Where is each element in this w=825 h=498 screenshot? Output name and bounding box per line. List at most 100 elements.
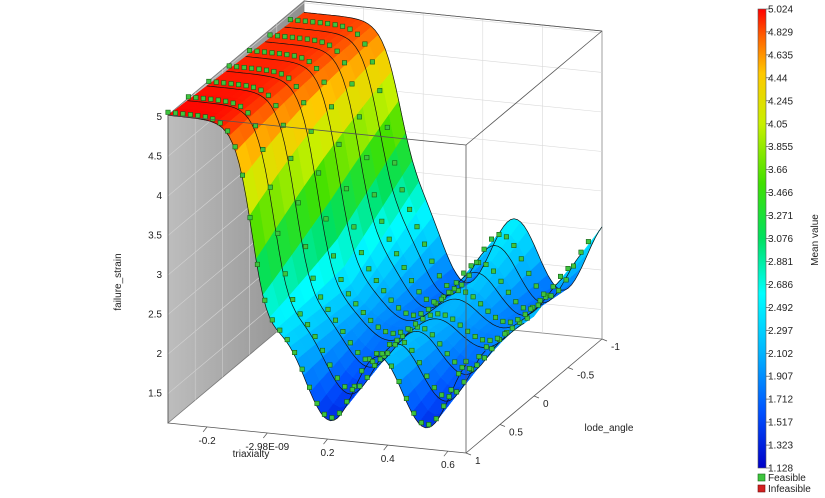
feasible-marker: [329, 415, 335, 421]
feasible-marker: [474, 259, 480, 265]
colorbar-tick-label: 4.44: [768, 73, 788, 84]
feasible-marker: [453, 280, 459, 286]
feasible-marker: [375, 324, 381, 330]
y-axis-label: lode_angle: [585, 423, 634, 434]
feasible-marker: [226, 63, 232, 69]
feasible-marker: [316, 170, 322, 176]
feasible-marker: [431, 299, 437, 305]
feasible-marker: [379, 218, 385, 224]
feasible-marker: [390, 330, 396, 336]
feasible-marker: [343, 186, 349, 192]
z-tick-label: 4.5: [148, 151, 162, 162]
feasible-marker: [295, 17, 301, 23]
feasible-marker: [228, 81, 234, 87]
feasible-marker: [439, 392, 445, 398]
feasible-marker: [454, 389, 460, 395]
feasible-marker: [240, 172, 246, 178]
feasible-marker: [452, 359, 458, 365]
feasible-marker: [349, 81, 355, 87]
feasible-marker: [317, 20, 323, 26]
feasible-marker: [436, 273, 442, 279]
feasible-marker: [195, 113, 201, 119]
gridline-z-back: [303, 2, 603, 34]
feasible-marker: [441, 403, 447, 409]
y-tick-label: -1: [611, 342, 620, 353]
colorbar-tick-label: 1.907: [768, 372, 793, 383]
feasible-marker: [459, 364, 465, 370]
legend-feasible-label: Feasible: [768, 473, 806, 484]
feasible-marker: [373, 277, 379, 283]
feasible-marker: [533, 283, 539, 289]
feasible-marker: [251, 84, 257, 90]
feasible-marker: [327, 42, 333, 48]
x-tick-mark: [202, 426, 208, 433]
feasible-marker: [293, 84, 299, 90]
feasible-marker: [496, 232, 502, 238]
feasible-marker: [366, 266, 372, 272]
feasible-marker: [364, 374, 370, 380]
feasible-marker: [292, 349, 298, 355]
feasible-marker: [206, 78, 212, 84]
mesh-line: [226, 70, 525, 348]
feasible-marker: [208, 96, 214, 102]
feasible-marker: [340, 328, 346, 334]
box-edge: [303, 0, 603, 32]
legend-infeasible-swatch: [757, 484, 766, 493]
z-tick-label: 1.5: [148, 389, 162, 400]
feasible-marker: [301, 100, 307, 106]
y-axis-ticks: 1 0.5 0 -0.5 -1: [465, 338, 620, 467]
feasible-marker: [416, 289, 422, 295]
z-axis-ticks: 1.5 2 2.5 3 3.5 4 4.5 5: [148, 112, 162, 400]
colorbar-tick-label: 2.881: [768, 257, 793, 268]
feasible-marker: [398, 329, 404, 335]
feasible-marker: [265, 92, 271, 98]
feasible-marker: [541, 291, 547, 297]
x-tick-label: -2.98E-09: [245, 442, 289, 453]
feasible-marker: [276, 51, 282, 57]
feasible-marker: [467, 365, 473, 371]
feasible-marker: [442, 312, 448, 318]
feasible-marker: [479, 337, 485, 343]
feasible-marker: [451, 286, 457, 292]
feasible-marker: [271, 69, 277, 75]
feasible-marker: [221, 80, 227, 86]
x-tick-mark: [443, 450, 449, 457]
feasible-marker: [489, 346, 495, 352]
feasible-marker: [187, 112, 193, 118]
feasible-marker: [354, 31, 360, 37]
feasible-marker: [267, 32, 273, 38]
feasible-marker: [260, 147, 266, 153]
y-tick-label: 0.5: [509, 428, 523, 439]
feasible-marker: [498, 278, 504, 284]
feasible-marker: [423, 296, 429, 302]
feasible-marker: [282, 271, 288, 277]
feasible-marker: [418, 420, 424, 426]
feasible-marker: [241, 65, 247, 71]
z-tick-label: 3.5: [148, 231, 162, 242]
y-tick-mark: [465, 452, 472, 456]
feasible-marker: [416, 360, 422, 366]
feasible-marker: [340, 23, 346, 29]
x-tick-label: 0.6: [441, 460, 455, 471]
feasible-marker: [399, 187, 405, 193]
feasible-marker: [360, 309, 366, 315]
feasible-marker: [407, 206, 413, 212]
feasible-marker: [347, 26, 353, 32]
feasible-marker: [336, 141, 342, 147]
feasible-marker: [327, 362, 333, 368]
feasible-marker: [585, 239, 591, 245]
feasible-marker: [492, 314, 498, 320]
feasible-marker: [384, 124, 390, 130]
mesh-line: [265, 41, 564, 316]
box-edge: [167, 114, 467, 146]
feasible-marker: [548, 293, 554, 299]
feasible-marker: [319, 347, 325, 353]
feasible-marker: [321, 411, 327, 417]
feasible-marker: [515, 317, 521, 323]
feasible-marker: [396, 378, 402, 384]
feasible-marker: [338, 276, 344, 282]
feasible-marker: [345, 291, 351, 297]
feasible-marker: [277, 327, 283, 333]
feasible-marker: [429, 258, 435, 264]
feasible-marker: [310, 19, 316, 25]
